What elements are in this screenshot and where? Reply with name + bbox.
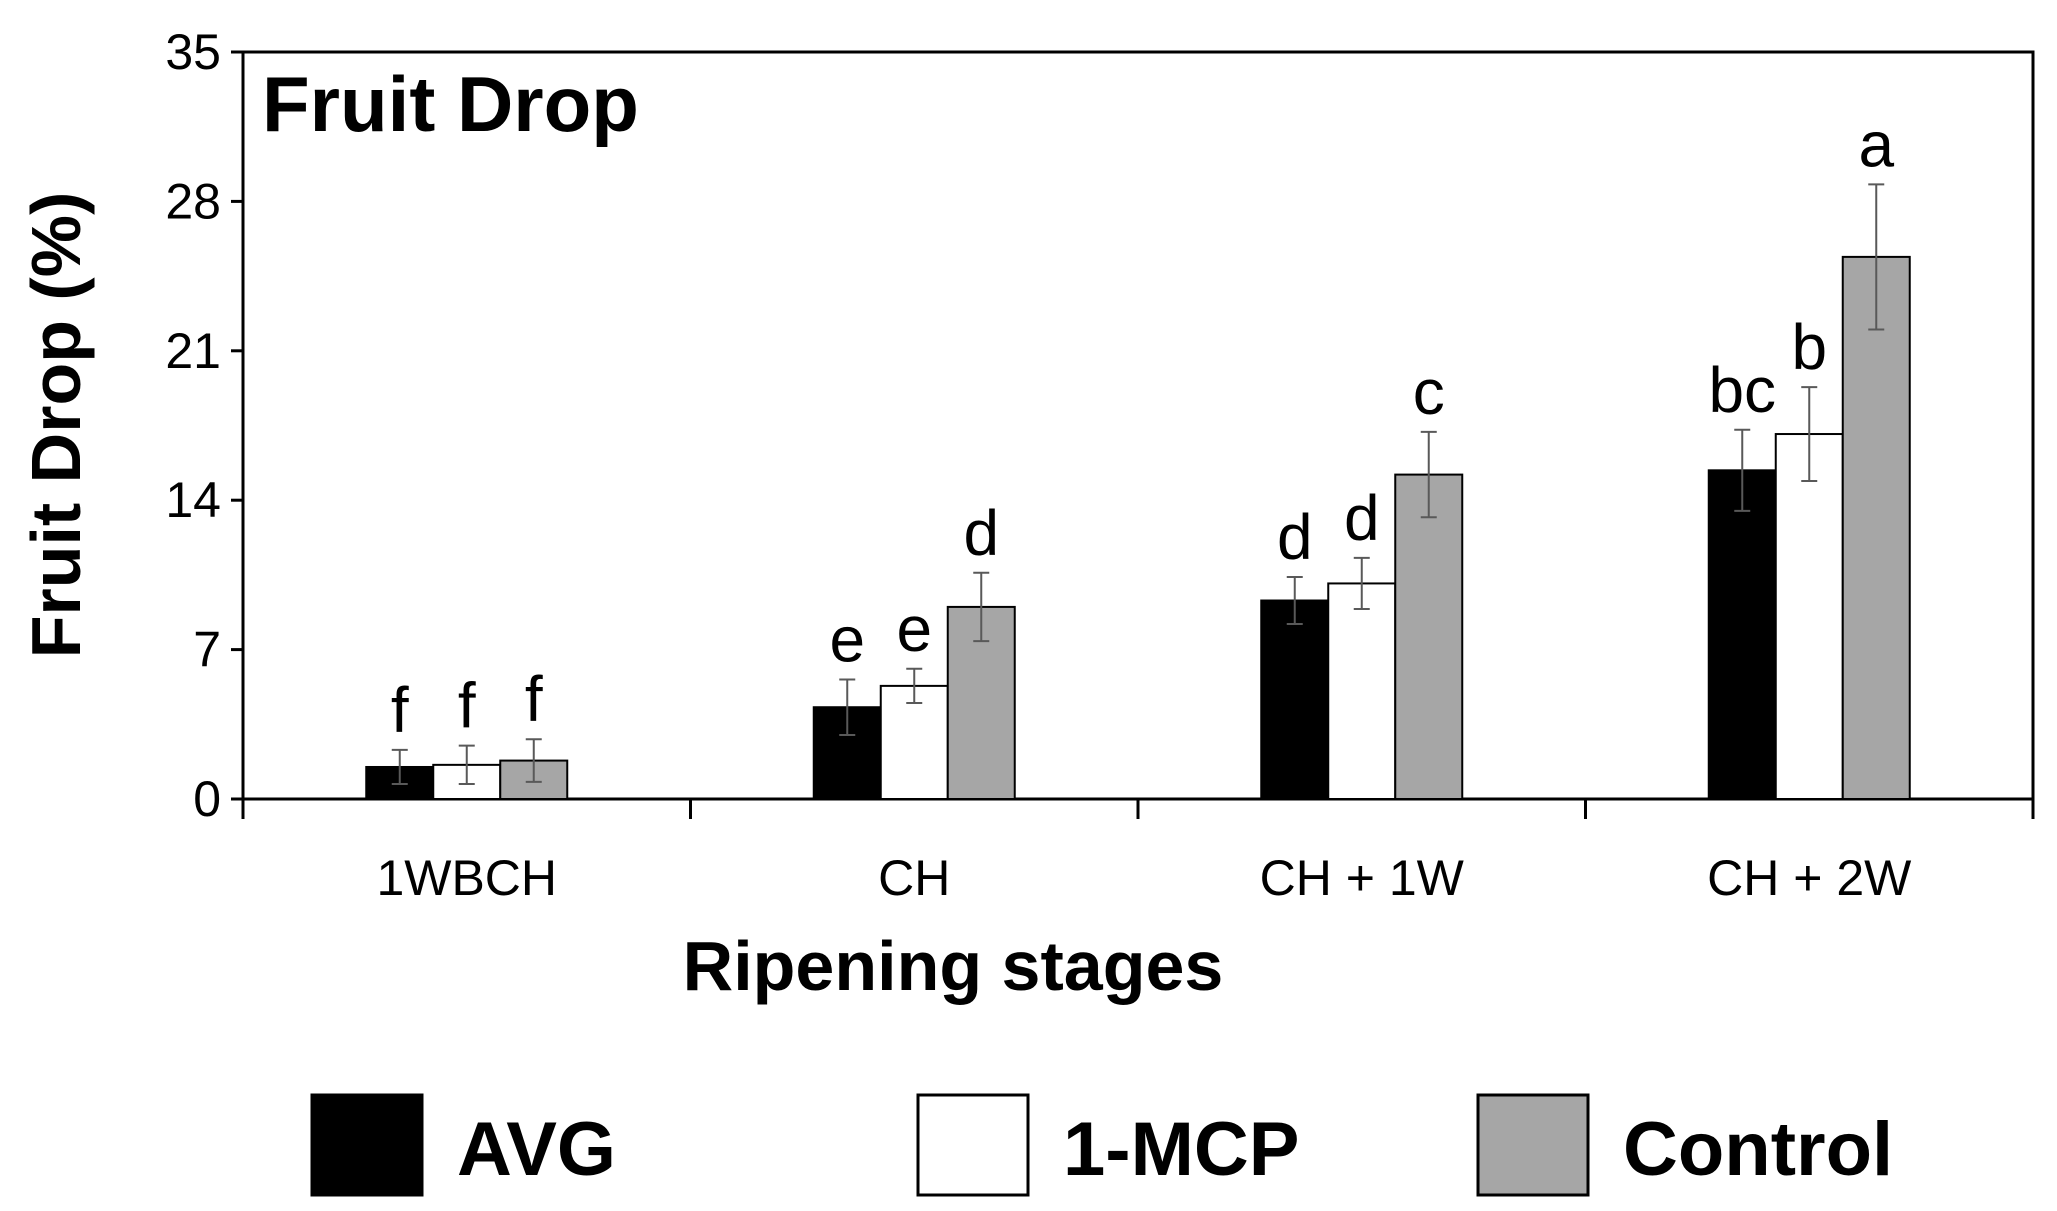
significance-letter: e [829, 603, 865, 675]
legend-label: Control [1623, 1107, 1893, 1192]
bar-control [1394, 473, 1464, 800]
y-axis-title: Fruit Drop (%) [17, 192, 95, 659]
x-axis-title: Ripening stages [683, 927, 1224, 1005]
y-tick-label: 0 [193, 771, 221, 827]
bar-avg [1707, 469, 1777, 800]
significance-letter: b [1791, 311, 1827, 383]
bar-avg [1260, 599, 1330, 800]
significance-letter: f [525, 663, 543, 735]
significance-letter: f [391, 674, 409, 746]
legend: AVG 1-MCP Control [310, 1093, 1893, 1197]
legend-label: AVG [457, 1107, 616, 1192]
significance-letter: a [1858, 108, 1894, 180]
significance-letter: d [963, 497, 999, 569]
y-tick-label: 7 [193, 622, 221, 678]
y-tick-label: 14 [165, 472, 221, 528]
chart-title: Fruit Drop [262, 60, 639, 148]
x-tick-label: 1WBCH [376, 850, 557, 906]
bar-1-mcp [1774, 433, 1844, 800]
x-tick-label: CH + 1W [1260, 850, 1465, 906]
y-tick-label: 28 [165, 173, 221, 229]
y-tick-label: 21 [165, 323, 221, 379]
bar-1-mcp [1327, 582, 1397, 800]
significance-letter: bc [1708, 354, 1776, 426]
y-axis: 0 7 14 21 28 35 [165, 24, 243, 827]
significance-letter: d [1277, 501, 1313, 573]
legend-swatch [1476, 1093, 1590, 1197]
legend-label: 1-MCP [1063, 1107, 1299, 1192]
bar-series [365, 255, 1911, 801]
x-tick-label: CH + 2W [1707, 850, 1912, 906]
significance-letter: c [1413, 356, 1445, 428]
bar-control [1841, 255, 1911, 800]
error-bars [391, 183, 1885, 786]
significance-letter: e [896, 593, 932, 665]
significance-letter: f [458, 670, 476, 742]
significance-letter: d [1344, 482, 1380, 554]
y-tick-label: 35 [165, 24, 221, 80]
legend-swatch [916, 1093, 1030, 1197]
x-tick-label: CH [878, 850, 950, 906]
x-axis: 1WBCH CH CH + 1W CH + 2W [241, 799, 2035, 906]
legend-swatch [310, 1093, 424, 1197]
